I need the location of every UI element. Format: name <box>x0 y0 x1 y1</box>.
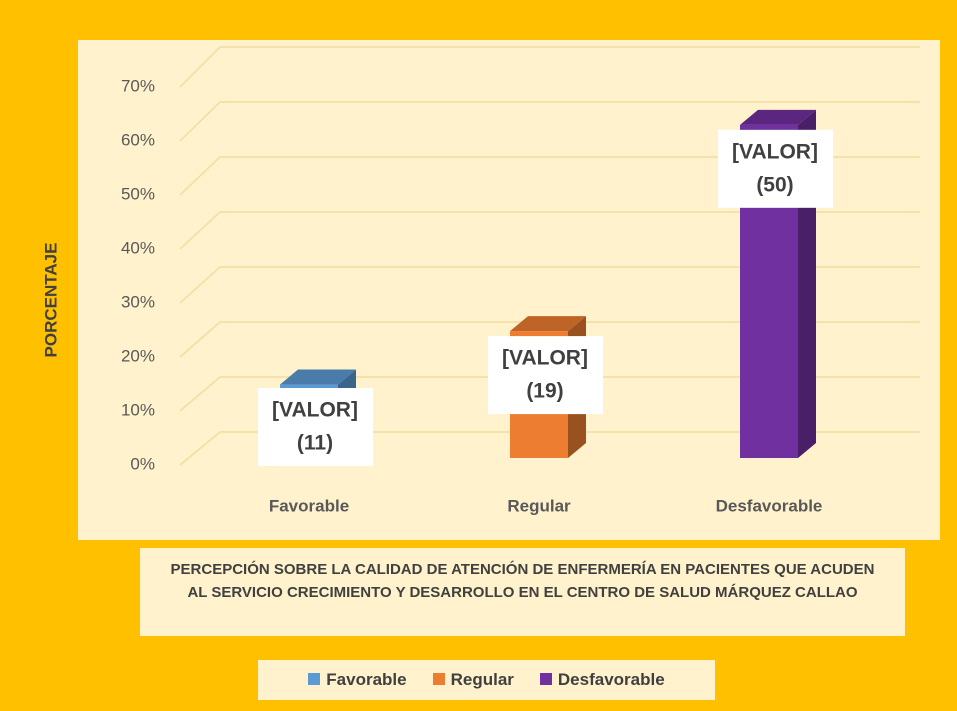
grid-line <box>179 46 920 88</box>
legend-label: Desfavorable <box>557 670 665 689</box>
legend-label: Favorable <box>326 670 407 689</box>
bar-top <box>280 369 356 385</box>
legend-label: Regular <box>450 670 514 689</box>
data-label-box <box>488 336 603 415</box>
y-tick-label: 60% <box>121 130 155 149</box>
x-tick-label: Desfavorable <box>716 496 823 515</box>
data-label-box <box>258 388 373 466</box>
border <box>7 7 950 704</box>
grid-line <box>179 211 920 250</box>
y-tick-label: 10% <box>121 400 155 419</box>
data-label: (50) <box>756 173 793 196</box>
grid-line <box>179 376 920 412</box>
y-tick-label: 30% <box>121 292 155 311</box>
y-tick-label: 70% <box>121 76 155 95</box>
grid-line <box>179 266 920 304</box>
data-label-box <box>718 129 833 208</box>
legend-swatch <box>539 673 552 685</box>
legend-item: Favorable <box>308 670 407 690</box>
data-label: [VALOR] <box>502 347 588 370</box>
x-tick-label: Favorable <box>269 496 349 515</box>
bar-top <box>740 109 816 125</box>
legend-swatch <box>432 673 445 685</box>
grid-line <box>179 431 920 466</box>
chart-title: PERCEPCIÓN SOBRE LA CALIDAD DE ATENCIÓN … <box>140 548 905 636</box>
grid-line <box>179 321 920 358</box>
y-tick-label: 0% <box>130 454 155 473</box>
data-label: (11) <box>297 432 333 455</box>
bar-top <box>510 316 586 332</box>
legend-swatch <box>308 673 321 685</box>
y-tick-label: 50% <box>121 184 155 203</box>
grid-line <box>179 156 920 196</box>
y-tick-label: 20% <box>121 346 155 365</box>
grid-line <box>179 101 920 142</box>
data-label: (19) <box>526 380 563 403</box>
y-axis-label: PORCENTAJE <box>41 243 60 358</box>
legend: Favorable Regular Desfavorable <box>258 660 715 700</box>
data-label: [VALOR] <box>732 140 818 163</box>
legend-item: Desfavorable <box>539 670 665 690</box>
data-label: [VALOR] <box>272 399 358 422</box>
x-tick-label: Regular <box>507 496 571 515</box>
legend-item: Regular <box>432 670 514 690</box>
y-tick-label: 40% <box>121 238 155 257</box>
